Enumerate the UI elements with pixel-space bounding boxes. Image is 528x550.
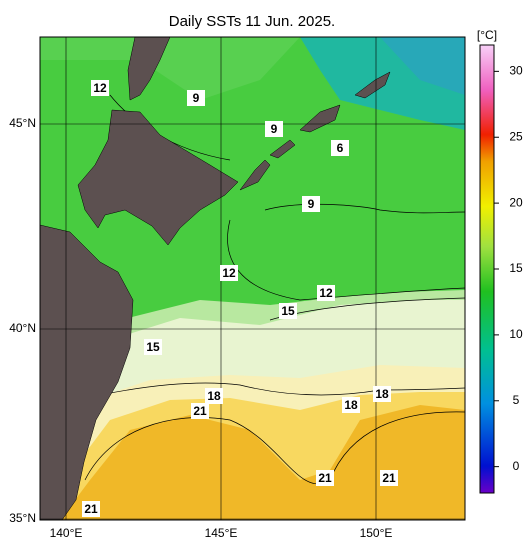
colorbar-tick-label: 0	[513, 459, 520, 473]
contour-label: 12	[222, 266, 236, 280]
contour-label: 21	[318, 471, 332, 485]
contour-label-bg	[279, 303, 297, 319]
colorbar-unit: [°C]	[477, 28, 497, 42]
contour-label: 12	[93, 81, 107, 95]
lat-label: 40°N	[9, 321, 36, 335]
contour-label-bg	[191, 403, 209, 419]
contour-label: 18	[344, 398, 358, 412]
contour-label: 21	[193, 404, 207, 418]
colorbar-tick-label: 25	[509, 129, 523, 143]
contour-label-bg	[82, 501, 100, 517]
map-frame	[39, 36, 466, 521]
contour-label-bg	[144, 339, 162, 355]
land	[40, 37, 391, 520]
colorbar-tick-label: 5	[513, 393, 520, 407]
sea-surface	[40, 37, 465, 520]
contour-label: 21	[382, 471, 396, 485]
lon-label: 140°E	[50, 526, 83, 540]
lat-label: 35°N	[9, 511, 36, 525]
contour-label: 15	[146, 340, 160, 354]
contour-label: 9	[271, 122, 278, 136]
contour-label-bg	[91, 80, 109, 96]
contour-label: 15	[281, 304, 295, 318]
contour-label: 9	[193, 91, 200, 105]
contour-label-bg	[373, 386, 391, 402]
contour-label-bg	[316, 470, 334, 486]
contour-label-bg	[302, 196, 320, 212]
contour-label-bg	[187, 90, 205, 106]
lon-label: 150°E	[360, 526, 393, 540]
colorbar-tick-label: 30	[509, 64, 523, 78]
contour-label: 6	[337, 141, 344, 155]
lat-label: 45°N	[9, 116, 36, 130]
contour-label: 9	[308, 197, 315, 211]
lon-label: 145°E	[205, 526, 238, 540]
contour-label-bg	[331, 140, 349, 156]
contour-label-bg	[220, 265, 238, 281]
colorbar-tick-label: 10	[509, 327, 523, 341]
contour-label-bg	[205, 388, 223, 404]
contour-label-bg	[342, 397, 360, 413]
contour-label: 18	[375, 387, 389, 401]
contour-label-bg	[265, 121, 283, 137]
contour-label: 12	[319, 286, 333, 300]
colorbar-tick-label: 20	[509, 195, 523, 209]
colorbar-tick-label: 15	[509, 261, 523, 275]
title: Daily SSTs 11 Jun. 2025.	[169, 13, 335, 30]
contour-label: 21	[84, 502, 98, 516]
contour-label-bg	[317, 285, 335, 301]
contour-label-bg	[380, 470, 398, 486]
colorbar	[479, 44, 495, 494]
contour-label: 18	[207, 389, 221, 403]
